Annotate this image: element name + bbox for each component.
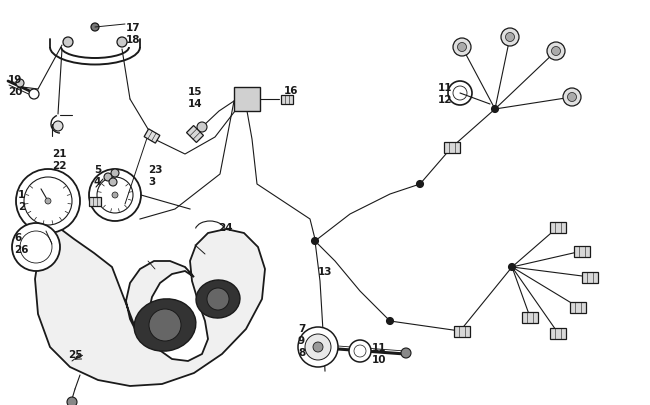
Circle shape [501,29,519,47]
Bar [89,197,101,206]
Text: 16: 16 [284,86,298,96]
Circle shape [20,231,52,263]
Circle shape [104,174,112,181]
Circle shape [97,177,133,213]
Text: 4: 4 [94,177,101,187]
Text: 15: 15 [188,87,203,97]
Circle shape [417,181,424,188]
Circle shape [149,309,181,341]
Text: 12: 12 [438,95,452,105]
Bar [234,88,260,112]
Text: 26: 26 [14,244,29,254]
Bar [550,222,566,233]
Bar [550,328,566,339]
Circle shape [458,43,467,52]
Circle shape [349,340,371,362]
Circle shape [207,288,229,310]
Text: 17: 17 [126,23,140,33]
Text: 20: 20 [8,87,23,97]
Circle shape [109,179,117,187]
Text: 11: 11 [438,83,452,93]
Circle shape [453,87,467,101]
Polygon shape [35,222,265,386]
Text: 10: 10 [372,354,387,364]
Circle shape [491,106,499,113]
Circle shape [453,39,471,57]
Circle shape [29,90,39,100]
Text: 8: 8 [298,347,305,357]
Circle shape [563,89,581,107]
Circle shape [112,192,118,198]
Bar [522,312,538,323]
Bar [454,326,470,337]
Text: 14: 14 [188,99,203,109]
Text: 21: 21 [52,149,66,159]
Text: 6: 6 [14,232,21,243]
Circle shape [111,170,119,177]
Circle shape [401,348,411,358]
Circle shape [197,123,207,133]
Bar [187,126,203,143]
Bar [444,142,460,153]
Ellipse shape [134,299,196,351]
Text: 23: 23 [148,164,162,175]
Text: 22: 22 [52,161,66,171]
Text: 2: 2 [18,202,25,211]
Circle shape [547,43,565,61]
Circle shape [551,47,560,56]
Circle shape [311,238,318,245]
Circle shape [91,24,99,32]
Text: 3: 3 [148,177,155,187]
Circle shape [313,342,323,352]
Text: 24: 24 [218,222,233,232]
Text: 18: 18 [126,35,140,45]
Circle shape [24,177,72,226]
Circle shape [45,198,51,205]
Circle shape [67,397,77,405]
Bar [281,95,293,104]
Circle shape [387,318,393,325]
Text: 25: 25 [68,349,83,359]
Text: 7: 7 [298,323,305,333]
Circle shape [298,327,338,367]
Text: 5: 5 [94,164,101,175]
Circle shape [89,170,141,222]
Circle shape [117,38,127,48]
Bar [570,302,586,313]
Circle shape [305,334,331,360]
Circle shape [354,345,366,357]
Circle shape [12,224,60,271]
Bar [574,246,590,257]
Bar [144,130,160,144]
Circle shape [16,170,80,233]
Text: 9: 9 [298,335,305,345]
Text: 19: 19 [8,75,22,85]
Text: 13: 13 [318,266,333,276]
Circle shape [63,38,73,48]
Text: 11: 11 [372,342,387,352]
Ellipse shape [196,280,240,318]
Circle shape [567,93,577,102]
Bar [582,272,598,283]
Circle shape [16,80,24,88]
Text: 1: 1 [18,190,25,200]
Circle shape [508,264,515,271]
Circle shape [448,82,472,106]
Circle shape [53,122,63,132]
Circle shape [506,34,515,43]
